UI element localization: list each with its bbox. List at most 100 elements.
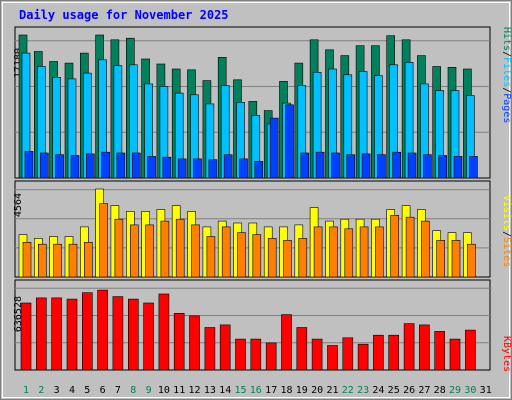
bar-pages-day-16 — [254, 161, 264, 179]
x-tick-label: 4 — [69, 385, 75, 396]
x-tick-label: 19 — [296, 385, 308, 396]
bar-pages-day-22 — [346, 154, 356, 179]
x-tick-label: 16 — [250, 385, 262, 396]
bar-kbytes-day-26 — [403, 323, 415, 371]
x-tick-label: 14 — [219, 385, 231, 396]
bar-kbytes-day-3 — [51, 297, 62, 371]
bar-kbytes-day-21 — [327, 345, 338, 371]
bar-kbytes-day-15 — [235, 338, 246, 371]
bar-sites-day-17 — [267, 238, 277, 278]
x-tick-label: 18 — [280, 385, 292, 396]
bar-kbytes-day-4 — [66, 298, 78, 371]
bar-sites-day-13 — [206, 236, 216, 278]
bar-kbytes-day-20 — [311, 338, 323, 371]
bar-pages-day-2 — [39, 152, 49, 179]
bar-sites-day-11 — [175, 218, 185, 278]
x-tick-label: 31 — [480, 385, 492, 396]
bar-sites-day-8 — [130, 224, 139, 278]
x-tick-label: 3 — [54, 385, 60, 396]
bar-sites-day-1 — [22, 242, 32, 278]
x-tick-label: 27 — [418, 385, 430, 396]
x-tick-label: 7 — [115, 385, 121, 396]
bar-kbytes-day-9 — [143, 302, 154, 371]
bar-pages-day-8 — [132, 152, 141, 179]
bar-sites-day-5 — [84, 242, 93, 278]
x-tick-label: 13 — [204, 385, 216, 396]
legend-item: / — [501, 51, 512, 57]
bar-sites-day-16 — [252, 234, 262, 278]
bar-sites-day-19 — [298, 238, 308, 278]
bar-pages-day-28 — [438, 155, 448, 179]
x-tick-label: 8 — [130, 385, 136, 396]
legend: KBytes — [501, 336, 512, 372]
legend-item: Visits — [501, 195, 512, 231]
bar-pages-day-11 — [177, 158, 187, 179]
bar-sites-day-6 — [99, 203, 108, 278]
bar-sites-day-26 — [405, 216, 415, 278]
bar-sites-day-12 — [191, 224, 200, 278]
x-tick-label: 22 — [342, 385, 354, 396]
x-tick-label: 21 — [326, 385, 338, 396]
legend-item: Sites — [501, 237, 512, 267]
bar-kbytes-day-11 — [173, 312, 185, 371]
bar-pages-day-9 — [147, 156, 156, 179]
y-max-label: 4564 — [13, 193, 24, 217]
bar-pages-day-23 — [361, 153, 371, 179]
bar-kbytes-day-19 — [296, 327, 308, 371]
bar-pages-day-4 — [70, 155, 80, 179]
x-tick-label: 11 — [173, 385, 185, 396]
bar-sites-day-18 — [283, 240, 292, 278]
bar-pages-day-24 — [377, 154, 386, 179]
bar-kbytes-day-1 — [20, 302, 32, 371]
bar-kbytes-day-14 — [219, 324, 231, 371]
x-tick-label: 12 — [188, 385, 200, 396]
bar-sites-day-21 — [329, 226, 338, 278]
bar-sites-day-9 — [145, 224, 154, 278]
bar-pages-day-10 — [162, 156, 172, 179]
bar-kbytes-day-10 — [158, 293, 170, 371]
bar-kbytes-day-6 — [97, 289, 108, 371]
chart-title: Daily usage for November 2025 — [19, 8, 229, 22]
bar-kbytes-day-2 — [35, 297, 47, 371]
x-tick-label: 6 — [100, 385, 106, 396]
bar-sites-day-27 — [421, 220, 430, 278]
bar-sites-day-23 — [359, 226, 369, 278]
bar-pages-day-26 — [407, 152, 417, 179]
legend: Hits/Files/Pages — [501, 27, 512, 123]
bar-sites-day-4 — [68, 243, 78, 278]
legend-item: / — [501, 231, 512, 237]
bar-pages-day-3 — [55, 154, 64, 179]
x-tick-label: 15 — [234, 385, 246, 396]
x-tick-label: 26 — [403, 385, 415, 396]
bar-sites-day-20 — [313, 226, 323, 278]
y-max-label: 636528 — [13, 296, 24, 332]
bar-kbytes-day-13 — [204, 327, 216, 371]
bar-pages-day-13 — [208, 159, 218, 179]
bar-kbytes-day-18 — [281, 314, 292, 371]
bar-pages-day-25 — [392, 151, 402, 179]
bar-kbytes-day-16 — [250, 338, 262, 371]
bar-kbytes-day-24 — [373, 334, 384, 371]
bar-kbytes-day-23 — [357, 343, 369, 371]
bar-pages-day-17 — [269, 117, 279, 179]
bar-kbytes-day-7 — [112, 296, 124, 371]
x-tick-label: 2 — [38, 385, 44, 396]
bar-kbytes-day-8 — [128, 298, 139, 371]
bar-pages-day-19 — [300, 152, 310, 179]
legend-item: Files — [501, 57, 512, 87]
legend-item: KBytes — [501, 336, 512, 372]
y-max-label: 17180 — [13, 48, 24, 78]
bar-kbytes-day-22 — [342, 337, 354, 371]
bar-sites-day-7 — [114, 218, 124, 278]
bar-pages-day-18 — [285, 104, 294, 179]
bar-kbytes-day-12 — [189, 315, 200, 371]
bar-pages-day-14 — [223, 154, 233, 179]
bar-pages-day-1 — [24, 151, 34, 179]
x-tick-label: 9 — [146, 385, 152, 396]
bar-sites-day-3 — [53, 243, 62, 278]
x-tick-label: 20 — [311, 385, 323, 396]
bar-kbytes-day-5 — [82, 292, 93, 371]
x-tick-label: 24 — [372, 385, 384, 396]
